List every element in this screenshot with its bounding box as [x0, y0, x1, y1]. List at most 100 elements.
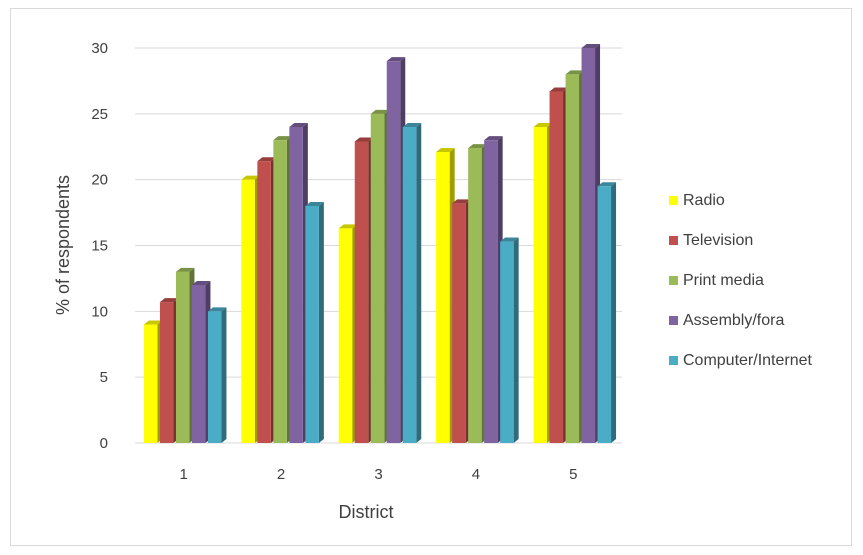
bar-top: [354, 137, 374, 142]
bar: [565, 70, 585, 443]
bar-top: [370, 109, 390, 114]
bar: [143, 320, 163, 443]
bar-front: [402, 127, 417, 443]
bar-front: [207, 311, 222, 443]
bar: [597, 182, 617, 443]
bar: [468, 144, 487, 444]
bar: [533, 123, 553, 443]
bar-top: [468, 144, 487, 149]
bar: [159, 298, 179, 443]
bar-front: [338, 228, 353, 443]
bar-side: [611, 182, 617, 443]
bar-top: [597, 182, 617, 187]
y-tick-label: 20: [91, 172, 108, 189]
bar-top: [175, 267, 195, 272]
legend-item: Assembly/fora: [669, 312, 784, 329]
legend-item: Radio: [669, 192, 725, 209]
bars: [143, 44, 617, 444]
bar-front: [175, 271, 190, 443]
bar-top: [402, 123, 422, 127]
bar-front: [436, 152, 450, 443]
legend-swatch: [669, 356, 678, 365]
bar-front: [289, 127, 303, 443]
bar-front: [305, 206, 319, 443]
bar: [338, 224, 358, 443]
bar-front: [581, 48, 596, 443]
x-tick-label: 5: [569, 466, 577, 483]
bar: [452, 199, 471, 443]
bar: [257, 157, 276, 443]
bar: [305, 202, 324, 443]
bar-side: [318, 202, 324, 443]
bar-front: [257, 161, 271, 443]
bar: [549, 87, 569, 443]
y-tick-label: 10: [91, 303, 108, 320]
x-axis-ticks: 1 2 3 4 5: [180, 466, 578, 483]
bar-front: [533, 127, 548, 443]
bar-side: [513, 237, 519, 443]
bar-top: [305, 202, 324, 206]
y-axis-title: % of respondents: [53, 175, 73, 315]
legend-label: Print media: [683, 272, 764, 289]
bar: [191, 281, 211, 443]
bar-front: [241, 179, 255, 443]
bar-top: [207, 307, 227, 312]
bar-top: [436, 148, 455, 153]
y-tick-label: 15: [91, 238, 108, 255]
bar-top: [386, 57, 406, 62]
legend-item: Television: [669, 232, 753, 249]
bar: [289, 123, 308, 443]
bar-top: [257, 157, 276, 162]
bar-side: [221, 307, 227, 443]
x-tick-label: 1: [180, 466, 188, 483]
chart-frame: [10, 8, 852, 546]
bar-top: [159, 298, 179, 303]
bar: [500, 237, 519, 443]
bar: [354, 137, 374, 443]
legend-label: Radio: [683, 192, 725, 209]
legend-label: Computer/Internet: [683, 352, 813, 369]
bar: [370, 109, 390, 443]
x-tick-label: 2: [277, 466, 285, 483]
bar-front: [468, 148, 482, 444]
bar-front: [273, 140, 287, 443]
bar-top: [289, 123, 308, 127]
bar-top: [565, 70, 585, 75]
bar-front: [159, 302, 174, 443]
bar: [436, 148, 455, 443]
legend-label: Assembly/fora: [683, 312, 784, 329]
bar: [581, 44, 601, 443]
y-tick-label: 5: [100, 369, 108, 386]
bar-top: [581, 44, 601, 48]
bar: [484, 136, 503, 443]
bar-front: [484, 140, 498, 443]
legend-swatch: [669, 316, 678, 325]
legend-label: Television: [683, 232, 753, 249]
bar: [241, 175, 260, 443]
bar-top: [500, 237, 519, 242]
bar-front: [191, 285, 206, 443]
bar-front: [597, 186, 612, 443]
bar: [402, 123, 422, 443]
bar-top: [452, 199, 471, 204]
bar-top: [484, 136, 503, 141]
x-tick-label: 4: [472, 466, 480, 483]
bar: [386, 57, 406, 444]
legend: Radio Television Print media Assembly/fora C…: [669, 192, 813, 369]
bar-top: [533, 123, 553, 127]
x-axis-title: District: [339, 502, 394, 522]
legend-swatch: [669, 236, 678, 245]
legend-swatch: [669, 196, 678, 205]
bar-front: [386, 61, 401, 444]
bar: [207, 307, 227, 443]
x-tick-label: 3: [374, 466, 382, 483]
bar-front: [565, 74, 580, 443]
y-tick-label: 0: [100, 435, 108, 452]
bar-front: [143, 324, 158, 443]
legend-item: Print media: [669, 272, 764, 289]
bar: [175, 267, 195, 443]
bar-front: [452, 203, 466, 443]
bar-front: [549, 91, 564, 443]
legend-swatch: [669, 276, 678, 285]
